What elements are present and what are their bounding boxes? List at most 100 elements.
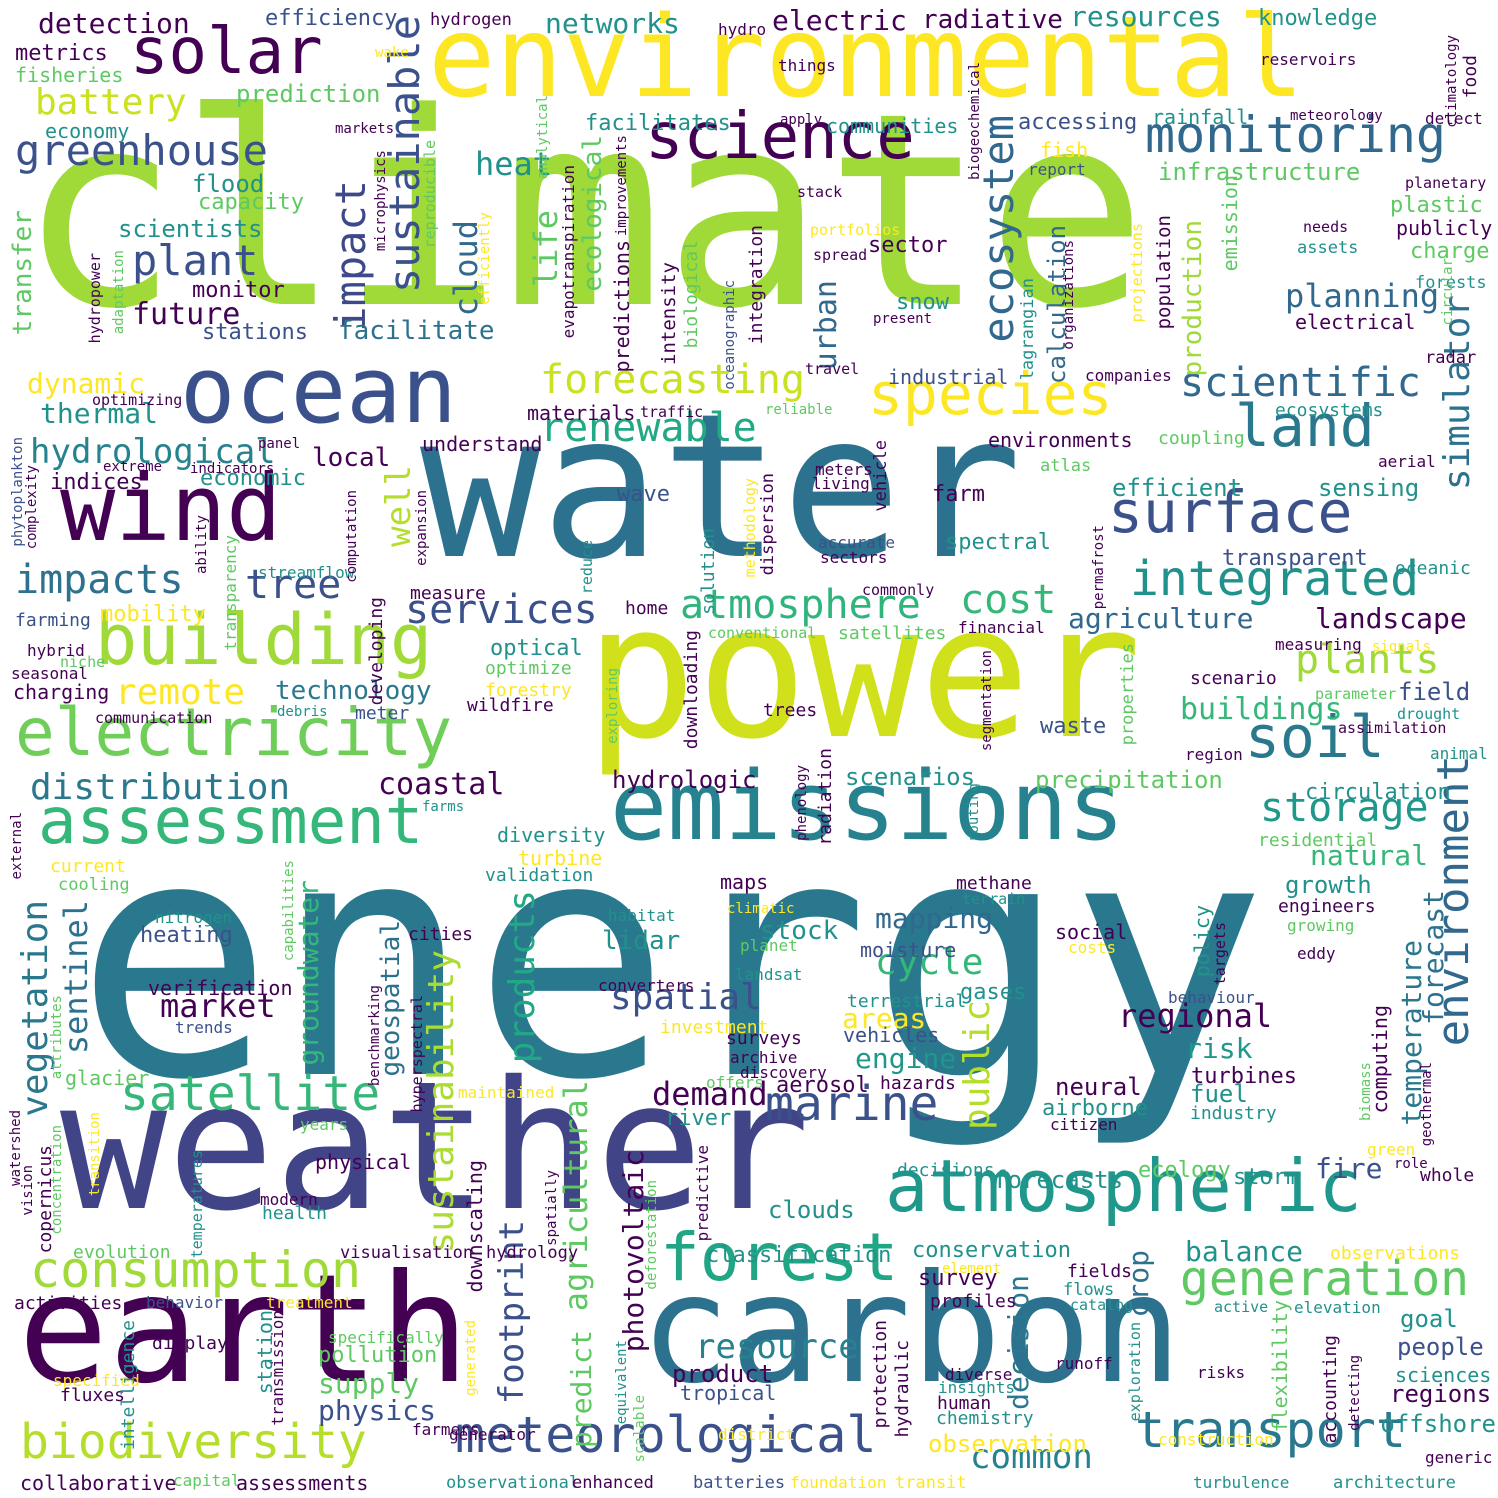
word-storm: storm <box>1233 1165 1300 1190</box>
word-geothermal: geothermal <box>1419 1062 1435 1147</box>
word-satellite: satellite <box>120 1066 381 1122</box>
word-electricity: electricity <box>15 694 453 771</box>
word-enhanced: enhanced <box>572 1473 654 1493</box>
word-hyperspectral: hyperspectral <box>408 995 426 1113</box>
word-markets: markets <box>335 121 395 137</box>
word-optimizing: optimizing <box>92 391 183 409</box>
word-diverse: diverse <box>945 1365 1013 1384</box>
word-assessment: assessment <box>38 785 424 859</box>
word-groundwater: groundwater <box>292 880 325 1066</box>
word-methane: methane <box>956 873 1032 894</box>
word-commonly: commonly <box>862 581 935 599</box>
word-role: role <box>1394 1156 1428 1172</box>
word-converters: converters <box>598 976 695 995</box>
word-well: well <box>379 465 419 547</box>
word-scalable: scalable <box>632 1395 648 1463</box>
word-biogeochemical: biogeochemical <box>967 62 983 181</box>
word-radiation: radiation <box>815 748 836 846</box>
word-seasonal: seasonal <box>11 664 89 683</box>
word-industry: industry <box>1190 1103 1277 1124</box>
word-planet: planet <box>740 936 798 955</box>
word-turbine: turbine <box>518 846 603 870</box>
word-collaborative: collaborative <box>20 1471 177 1495</box>
word-phytoplankton: phytoplankton <box>10 437 26 547</box>
word-forest: forest <box>660 1219 899 1296</box>
word-soil: soil <box>1245 703 1385 771</box>
word-understand: understand <box>422 432 543 456</box>
word-parameter: parameter <box>1315 685 1397 703</box>
word-measure: measure <box>410 583 486 604</box>
word-vehicles: vehicles <box>843 1023 940 1047</box>
word-plastic: plastic <box>1390 193 1483 218</box>
word-efficiency: efficiency <box>265 6 398 31</box>
word-apply: apply <box>780 112 823 128</box>
word-flows: flows <box>1063 1280 1115 1300</box>
word-attributes: attributes <box>49 995 65 1080</box>
word-vehicle: vehicle <box>871 440 891 512</box>
word-downloading: downloading <box>681 630 702 750</box>
word-gases: gases <box>960 980 1027 1005</box>
word-accessing: accessing <box>1018 110 1138 135</box>
word-home: home <box>625 598 669 619</box>
word-flexibility: flexibility <box>1268 1300 1292 1433</box>
word-moisture: moisture <box>860 938 957 962</box>
word-coastal: coastal <box>378 767 505 802</box>
word-detecting: detecting <box>1347 1355 1363 1431</box>
word-capacity: capacity <box>198 190 304 215</box>
word-land: land <box>1235 392 1375 460</box>
word-exploring: exploring <box>605 668 621 744</box>
word-developing: developing <box>366 597 387 706</box>
word-sciences: sciences <box>1395 1363 1492 1387</box>
word-ecosystem: ecosystem <box>974 115 1023 343</box>
word-current: current <box>50 856 126 877</box>
word-ocean: ocean <box>180 337 457 444</box>
word-improvements: improvements <box>614 135 630 237</box>
word-communication: communication <box>95 709 213 727</box>
word-surface: surface <box>1108 478 1353 546</box>
word-maps: maps <box>720 870 769 894</box>
word-behavior: behavior <box>146 1293 224 1312</box>
word-meteorological: meteorological <box>455 1406 877 1464</box>
word-solar: solar <box>130 15 323 89</box>
word-microphysics: microphysics <box>373 150 389 252</box>
word-detect: detect <box>1425 109 1483 128</box>
word-atlas: atlas <box>1040 456 1092 476</box>
word-plants: plants <box>1295 637 1440 683</box>
word-meters: meters <box>815 460 873 479</box>
word-optical: optical <box>490 636 583 661</box>
word-computing: computing <box>1368 1005 1392 1114</box>
word-concentration: concentration <box>49 1125 65 1235</box>
word-nitrogen: nitrogen <box>155 908 233 927</box>
word-ability: ability <box>194 515 210 575</box>
word-evolution: evolution <box>73 1242 171 1263</box>
word-aerial: aerial <box>1378 452 1436 471</box>
word-regional: regional <box>1118 997 1273 1035</box>
word-fluxes: fluxes <box>60 1385 126 1406</box>
word-region: region <box>1185 745 1243 764</box>
word-dispersion: dispersion <box>758 473 778 576</box>
word-green: green <box>1367 1140 1416 1159</box>
word-plant: plant <box>132 236 259 285</box>
word-wildfire: wildfire <box>467 695 554 716</box>
word-farm: farm <box>932 482 985 507</box>
word-services: services <box>405 587 598 633</box>
word-balance: balance <box>1185 1235 1304 1268</box>
word-stations: stations <box>202 320 308 345</box>
word-active: active <box>1214 1298 1269 1316</box>
word-atmospheric: atmospheric <box>885 1144 1362 1228</box>
word-transparent: transparent <box>1222 546 1368 571</box>
word-future: future <box>132 297 241 332</box>
word-element: element <box>942 1261 1002 1277</box>
word-turbulence: turbulence <box>1193 1473 1290 1492</box>
word-treatment: treatment <box>266 1293 353 1312</box>
word-integrated: integrated <box>1130 551 1419 607</box>
word-resources: resources <box>1070 0 1222 33</box>
word-electrical: electrical <box>1295 310 1416 334</box>
word-foundation: foundation <box>790 1473 887 1492</box>
word-animal: animal <box>1430 744 1488 763</box>
word-classification: classification <box>706 1243 892 1268</box>
word-meteorology: meteorology <box>1290 108 1383 124</box>
word-radiative: radiative <box>922 5 1063 35</box>
word-economic: economic <box>200 466 306 491</box>
word-cycle: cycle <box>875 942 984 983</box>
